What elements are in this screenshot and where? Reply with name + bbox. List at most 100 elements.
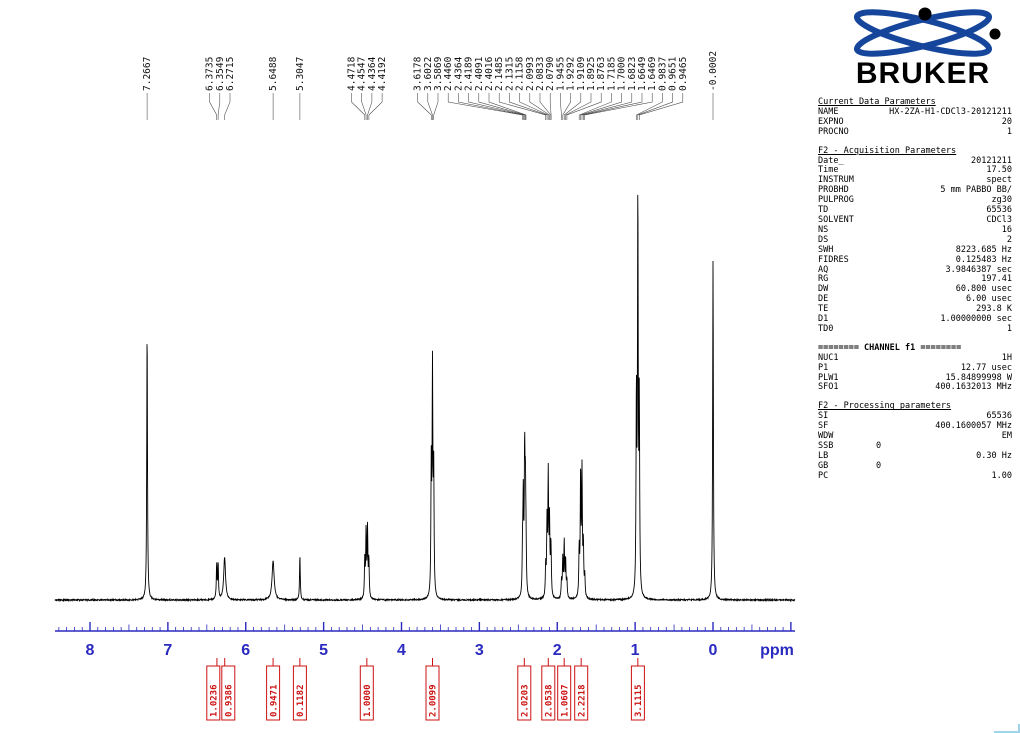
param-row: PROBHD 5 mm PABBO BB/ <box>818 185 1012 196</box>
param-row: DE 6.00 usec <box>818 294 1012 305</box>
peak-leader-line <box>539 93 552 120</box>
axis-tick-label: 1 <box>631 642 640 659</box>
param-row: DS 2 <box>818 234 1012 246</box>
peak-leader-line <box>519 93 549 120</box>
param-row: SOLVENT CDCl3 <box>818 214 1012 226</box>
axis-unit-label: ppm <box>760 642 794 659</box>
param-label: SI <box>818 411 829 422</box>
peak-leader-line <box>217 93 221 120</box>
param-row: EXPNO 20 <box>818 116 1012 128</box>
param-label: INSTRUM <box>818 175 854 186</box>
peak-leader-line <box>488 93 527 120</box>
param-value: 2 <box>1006 234 1012 245</box>
param-label: PLW1 <box>818 372 839 383</box>
peak-label: 4.4192 <box>377 57 388 91</box>
param-label: DE <box>818 294 829 305</box>
peak-label: 6.3549 <box>215 56 226 91</box>
param-row: WDW EM <box>818 431 1012 442</box>
peak-leader-line <box>565 93 592 120</box>
param-label: GB <box>818 460 829 471</box>
param-value: 293.8 K <box>976 304 1012 315</box>
integral-box <box>541 665 556 721</box>
peak-leader-line <box>433 93 439 120</box>
param-value: 197.41 <box>981 274 1012 285</box>
param-label: WDW <box>818 431 834 442</box>
param-value: 12.77 usec <box>960 362 1012 373</box>
nmr-trace <box>54 194 796 603</box>
param-row: SF 400.1600057 MHz <box>818 421 1012 432</box>
axis-tick-label: 6 <box>241 642 250 659</box>
integral-box <box>425 665 440 721</box>
peak-label: 5.6488 <box>268 56 279 91</box>
param-row: TD 65536 <box>818 205 1012 216</box>
param-row: PROCNO 1 <box>818 126 1012 138</box>
integral-value: 2.0203 <box>521 684 531 717</box>
peak-leader-line <box>427 93 433 120</box>
param-row: PULPROG zg30 <box>818 195 1012 206</box>
integral-value: 1.0607 <box>560 684 570 717</box>
parameter-panel: Current Data Parameters NAME HX-2ZA-H1-CDC… <box>818 97 1012 482</box>
peak-label: 0.9651 <box>668 56 679 91</box>
bruker-logo: BRUKER <box>833 6 1013 89</box>
param-row: D1 1.00000000 sec <box>818 314 1012 325</box>
peak-label: 2.4091 <box>474 56 485 91</box>
axis-tick-label: 8 <box>86 642 95 659</box>
peak-label: 3.5869 <box>433 56 444 91</box>
axis-tick-label: 4 <box>397 642 406 659</box>
peak-leader-line <box>468 93 525 120</box>
integral-value: 0.1182 <box>296 684 306 717</box>
peak-leader-line <box>361 93 367 120</box>
screen-corner-artifact <box>994 724 1020 733</box>
integral-value: 2.2218 <box>577 684 587 717</box>
ppm-axis: 8 7 6 5 4 3 2 1 0 ppm <box>55 622 795 659</box>
param-row: INSTRUM spect <box>818 175 1012 186</box>
param-value: 0 <box>876 441 882 451</box>
param-value: EM <box>1001 431 1012 442</box>
integral-box <box>206 665 221 721</box>
peak-leader-line <box>580 93 622 120</box>
peak-leader-line <box>529 93 550 120</box>
param-value: 1 <box>1006 126 1012 137</box>
param-row: SFO1 400.1632013 MHz <box>818 383 1012 393</box>
peak-leader-line <box>636 93 663 120</box>
peak-label: 2.1485 <box>494 57 505 91</box>
param-label: NAME <box>818 106 839 117</box>
param-value: 20 <box>1001 116 1012 127</box>
peak-leader-line <box>562 93 571 120</box>
peak-label: 1.8763 <box>596 57 607 91</box>
peak-leader-line <box>351 93 366 120</box>
param-value: CDCl3 <box>986 214 1012 225</box>
param-value: 1.00000000 sec <box>940 314 1012 325</box>
peak-label: 6.3735 <box>205 57 216 91</box>
param-value: 17.50 <box>986 165 1012 176</box>
peak-label: 1.8925 <box>586 57 597 91</box>
peak-label: 0.9465 <box>678 57 689 91</box>
param-value: 8223.685 Hz <box>955 244 1012 255</box>
integral-value: 2.0099 <box>429 684 439 717</box>
param-label: TE <box>818 304 829 315</box>
integral-value: 3.1115 <box>634 684 644 717</box>
peak-label: 1.6649 <box>637 56 648 91</box>
axis-tick-label: 5 <box>319 642 328 659</box>
param-value: 65536 <box>986 205 1012 216</box>
peak-label: 1.6823 <box>627 57 638 91</box>
bruker-logo-swirl-icon <box>853 7 1001 57</box>
peak-label: 1.7185 <box>606 57 617 91</box>
param-value: spect <box>986 175 1012 186</box>
param-row: P1 12.77 usec <box>818 362 1012 374</box>
param-value: 5 mm PABBO BB/ <box>940 185 1012 196</box>
param-label: SOLVENT <box>818 214 854 225</box>
param-label: NS <box>818 224 829 235</box>
peak-label-group: 7.2667 6.3735 6.3549 6.2715 5.6488 5.3047 4.47… <box>142 51 719 120</box>
peak-label: 2.1315 <box>504 57 515 91</box>
peak-label: 1.9109 <box>576 56 587 91</box>
param-section-header: F2 - Processing parameters <box>818 401 952 412</box>
param-row: TD0 1 <box>818 324 1012 335</box>
peak-leader-line <box>417 93 432 120</box>
param-label: SSB <box>818 441 834 451</box>
axis-tick-label: 0 <box>709 642 718 659</box>
axis-tick-label: 7 <box>163 642 172 659</box>
peak-leader-line <box>583 93 643 120</box>
param-value: 1H <box>1001 352 1012 363</box>
